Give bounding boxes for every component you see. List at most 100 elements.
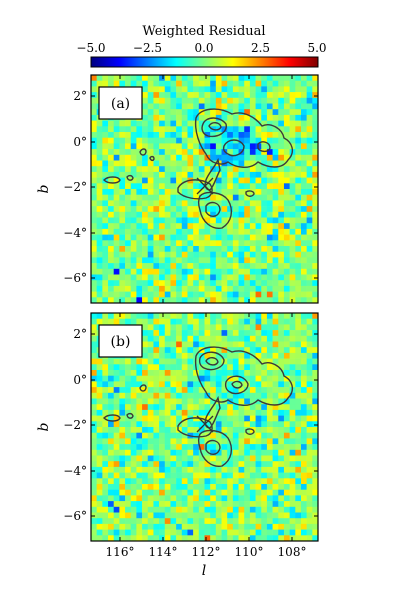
contour [103, 414, 121, 422]
heatmap-cell [170, 318, 177, 325]
heatmap-cell [300, 263, 307, 270]
heatmap-cell [295, 375, 302, 382]
heatmap-cell [283, 177, 290, 184]
heatmap-cell [176, 114, 183, 121]
heatmap-cell [142, 449, 149, 456]
heatmap-cell [238, 409, 245, 416]
heatmap-cell [153, 381, 160, 388]
heatmap-cell [255, 387, 262, 394]
heatmap-cell [249, 404, 256, 411]
heatmap-cell [187, 80, 194, 87]
heatmap-cell [266, 126, 273, 133]
heatmap-cell [278, 352, 285, 359]
heatmap-cell [102, 268, 109, 275]
heatmap-cell [255, 120, 262, 127]
heatmap-cell [249, 75, 256, 81]
heatmap-cell [164, 506, 171, 513]
heatmap-cell [113, 427, 120, 433]
heatmap-cell [159, 234, 166, 241]
heatmap-cell [266, 92, 273, 99]
heatmap-cell [261, 358, 268, 365]
heatmap-cell [215, 291, 222, 298]
heatmap-cell [198, 535, 205, 542]
heatmap-cell [176, 335, 183, 342]
heatmap-cell [96, 455, 103, 462]
heatmap-cell [312, 257, 319, 264]
heatmap-cell [176, 103, 183, 110]
heatmap-cell [91, 97, 97, 104]
heatmap-cell [136, 392, 143, 399]
heatmap-cell [210, 103, 217, 110]
heatmap-cell [295, 268, 302, 275]
heatmap-cell [306, 461, 313, 468]
heatmap-cell [266, 268, 273, 275]
heatmap-cell [261, 313, 268, 319]
heatmap-cell [255, 160, 262, 167]
heatmap-cell [198, 86, 205, 93]
heatmap-cell [153, 291, 160, 298]
heatmap-cell [102, 432, 109, 439]
heatmap-cell [113, 80, 120, 87]
heatmap-cell [261, 297, 268, 304]
heatmap-cell [295, 291, 302, 298]
heatmap-cell [102, 358, 109, 365]
heatmap-cell [215, 415, 222, 422]
heatmap-cell [249, 330, 256, 337]
heatmap-cell [193, 535, 200, 542]
heatmap-cell [108, 415, 114, 422]
heatmap-cell [147, 501, 154, 508]
heatmap-cell [159, 137, 166, 144]
heatmap-cell [176, 120, 183, 127]
heatmap-cell [232, 324, 239, 331]
heatmap-cell [227, 149, 234, 156]
heatmap-cell [261, 166, 268, 173]
heatmap-cell [159, 92, 166, 99]
heatmap-cell [96, 246, 103, 252]
heatmap-cell [249, 432, 256, 439]
heatmap-cell [306, 171, 313, 178]
heatmap-cell [306, 228, 313, 235]
heatmap-cell [193, 341, 200, 348]
heatmap-cell [300, 489, 307, 496]
heatmap-cell [102, 409, 109, 416]
heatmap-cell [125, 472, 132, 479]
heatmap-cell [181, 518, 188, 525]
heatmap-cell [261, 352, 268, 359]
heatmap-cell [153, 466, 160, 473]
heatmap-cell [232, 438, 239, 445]
heatmap-cell [125, 149, 132, 156]
heatmap-cell [266, 347, 273, 354]
heatmap-cell [147, 234, 154, 241]
heatmap-cell [244, 335, 251, 342]
heatmap-cell [244, 240, 251, 247]
heatmap-cell [91, 120, 97, 127]
y-tick-labels: 2° 0° −2° −4° −6° [63, 89, 87, 285]
heatmap-cell [306, 80, 313, 87]
heatmap-cell [278, 484, 285, 490]
heatmap-cell [289, 347, 296, 354]
heatmap-cell [244, 449, 251, 456]
heatmap-cell [91, 375, 97, 382]
heatmap-cell [204, 512, 211, 519]
heatmap-cell [96, 251, 103, 258]
heatmap-cell [187, 427, 194, 433]
panel-label-box [98, 86, 143, 120]
heatmap-cell [244, 512, 251, 519]
heatmap-cell [255, 149, 262, 156]
heatmap-cell [227, 409, 234, 416]
contour-lines [103, 108, 294, 229]
heatmap-cell [181, 240, 188, 247]
heatmap-cell [170, 103, 177, 110]
heatmap-cell [147, 103, 154, 110]
heatmap-cell [255, 358, 262, 365]
heatmap-cell [147, 421, 154, 428]
heatmap-cell [187, 466, 194, 473]
heatmap-cell [153, 114, 160, 121]
heatmap-cell [176, 347, 183, 354]
heatmap-cell [142, 370, 149, 376]
heatmap-cell [244, 409, 251, 416]
heatmap-cell [198, 313, 205, 319]
heatmap-cell [181, 206, 188, 213]
heatmap-cell [181, 171, 188, 178]
heatmap-cell [312, 398, 319, 405]
